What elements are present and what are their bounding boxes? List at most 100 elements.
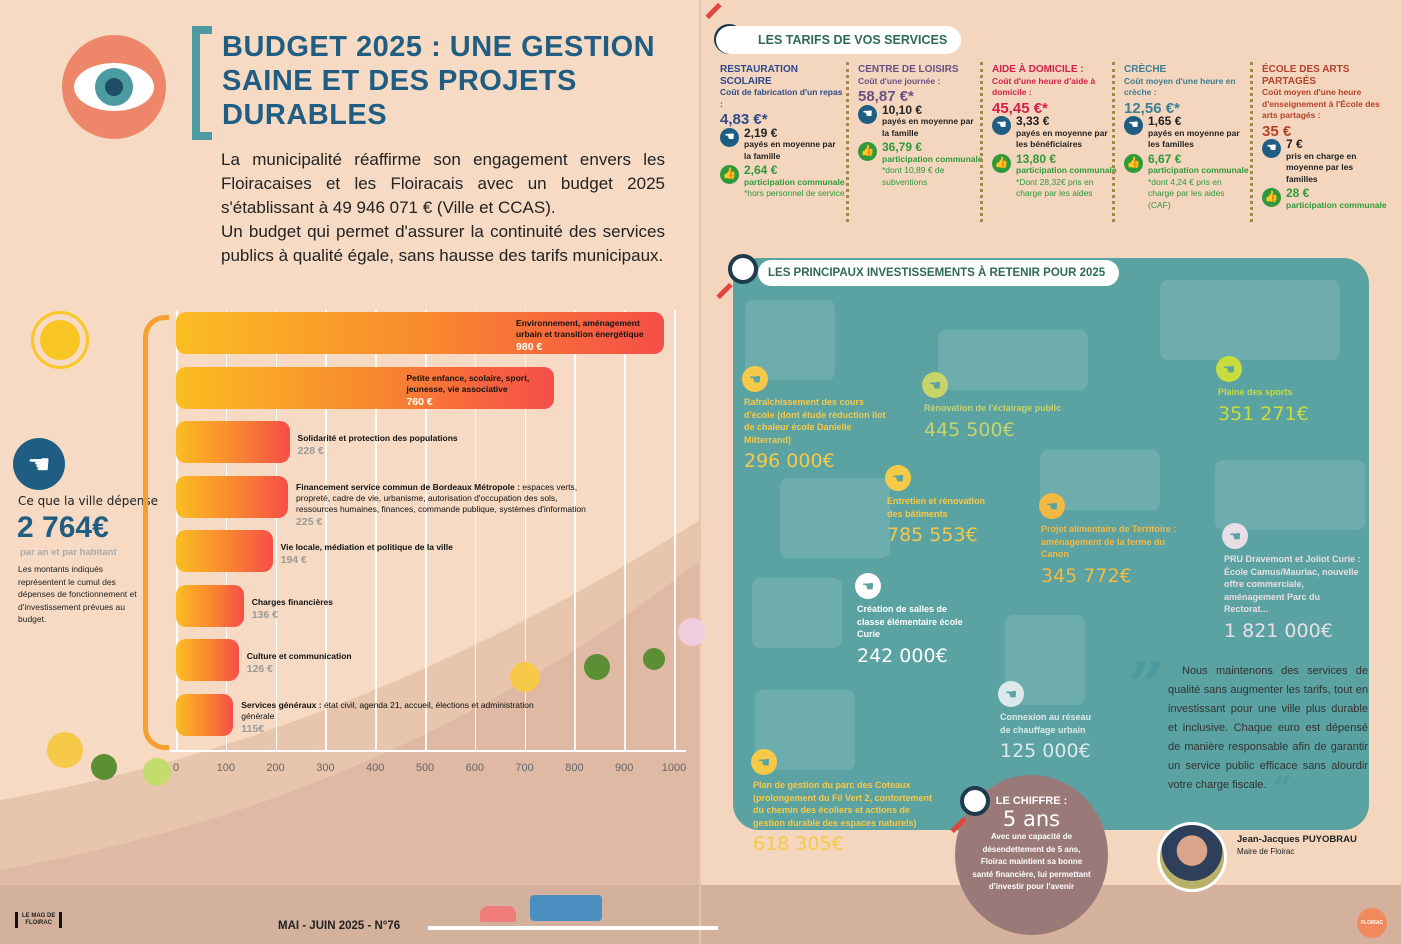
paid-amount: 7 € (1286, 137, 1303, 151)
magazine-logo: LE MAG DE FLOIRAC (15, 912, 63, 928)
tarif-column: RESTAURATION SCOLAIRE Coût de fabricatio… (720, 64, 845, 200)
x-tick-label: 900 (615, 762, 634, 774)
hand-icon: ☚ (751, 749, 777, 775)
spend-label: Ce que la ville dépense (18, 494, 159, 508)
eye-icon (62, 35, 166, 139)
column-divider (980, 62, 983, 222)
mayor-quote: Nous maintenons des services de qualité … (1168, 662, 1368, 806)
grid-line (574, 310, 576, 750)
hand-icon: ☚ (922, 372, 948, 398)
tarif-price: 12,56 €* (1124, 99, 1180, 117)
bar (176, 312, 665, 354)
paid-text: payés en moyenne par les bénéficiaires (1016, 127, 1108, 150)
paid-text: payés en moyenne par la famille (882, 116, 974, 138)
spend-note: Les montants indiqués représentent le cu… (18, 564, 137, 624)
bar (176, 584, 244, 627)
bar-value: 194 € (280, 554, 307, 566)
tarif-subtitle: Coût d'une heure d'aide à domicile : (992, 75, 1096, 98)
investment-item: Plaine des sports 351 271€ (1218, 386, 1348, 425)
grid-line (524, 310, 527, 750)
investment-amount: 785 553€ (887, 524, 978, 546)
investment-item: Rénovation de l'éclairage public 445 500€ (924, 402, 1074, 441)
investment-illustration (780, 478, 890, 558)
tarif-note: *dont 10,89 € de subventions (882, 165, 945, 187)
tarif-title: RESTAURATION SCOLAIRE (720, 64, 798, 87)
bar-title: Charges financières (251, 596, 333, 607)
x-tick-label: 1000 (661, 762, 687, 774)
investment-label: PRU Dravemont et Joliot Curie : École Ca… (1224, 554, 1361, 614)
tarif-column: ÉCOLE DES ARTS PARTAGÉS Coût moyen d'une… (1262, 64, 1387, 211)
mayor-quote-text: Nous maintenons des services de qualité … (1168, 665, 1368, 791)
bar-detail: espaces verts, propreté, cadre de vie, u… (296, 481, 586, 514)
x-tick-label: 400 (366, 762, 385, 774)
bar-title: Vie locale, médiation et politique de la… (280, 542, 453, 552)
investment-label: Création de salles de classe élémentaire… (857, 604, 963, 639)
bar-label: Petite enfance, scolaire, sport, jeuness… (406, 373, 546, 408)
thumbs-up-icon: 👍 (992, 153, 1011, 173)
investment-item: PRU Dravemont et Joliot Curie : École Ca… (1224, 553, 1364, 642)
title-bracket (192, 26, 212, 140)
paid-text: payés en moyenne par les familles (1148, 127, 1240, 150)
investments-title: LES PRINCIPAUX INVESTISSEMENTS À RETENIR… (758, 260, 1120, 286)
tree-icon (584, 654, 610, 680)
bar-label: Vie locale, médiation et politique de la… (281, 542, 541, 566)
hand-icon: ☚ (1262, 139, 1281, 158)
hand-icon: ☚ (1124, 116, 1143, 135)
column-divider (846, 62, 849, 222)
hill-background (0, 520, 700, 944)
investment-illustration (752, 578, 842, 648)
tarif-price: 4,83 €* (720, 111, 768, 128)
mayor-role: Maire de Floirac (1237, 847, 1295, 856)
bar (176, 366, 555, 409)
bar-label: Culture et communication 126 € (247, 651, 507, 675)
commune-amount: 13,80 € (1016, 151, 1057, 166)
hand-icon: ☚ (720, 127, 739, 147)
bar-label: Solidarité et protection des populations… (298, 433, 558, 457)
thumbs-up-icon: 👍 (858, 142, 877, 161)
bar-value: 136 € (251, 608, 278, 621)
investment-amount: 345 772€ (1041, 564, 1132, 587)
key-figure-circle: LE CHIFFRE : 5 ans Avec une capacité de … (955, 775, 1108, 935)
hand-icon: ☚ (855, 573, 881, 599)
tarif-note: *Dont 28,32€ pris en charge par les aide… (1016, 176, 1094, 199)
bar-value: 980 € (516, 341, 543, 353)
key-figure-title: LE CHIFFRE : (995, 795, 1068, 807)
paid-amount: 1,65 € (1148, 114, 1182, 128)
investment-amount: 242 000€ (857, 644, 948, 667)
investment-illustration (1160, 280, 1340, 360)
tree-icon (643, 648, 665, 670)
x-axis (170, 750, 686, 752)
grid-line (425, 310, 427, 750)
hand-icon: ☚ (992, 116, 1011, 135)
tarif-subtitle: Coût d'une journée : (858, 75, 941, 86)
tree-icon (678, 618, 706, 646)
bar-title: Environnement, aménagement urbain et tra… (516, 318, 644, 339)
bar-label: Environnement, aménagement urbain et tra… (516, 318, 656, 353)
commune-amount: 28 € (1286, 186, 1310, 200)
hand-icon: ☚ (1216, 356, 1242, 382)
tarif-column: CRÈCHE Coût moyen d'une heure en crèche … (1124, 64, 1249, 211)
thumbs-up-icon: 👍 (1124, 153, 1143, 173)
magnifier-icon (728, 254, 758, 284)
column-divider (1112, 62, 1115, 222)
page-title: BUDGET 2025 : UNE GESTION SAINE ET DES PR… (222, 31, 656, 131)
paid-amount: 10,10 € (882, 102, 923, 117)
tarif-subtitle: Coût moyen d'une heure d'enseignement à … (1262, 87, 1380, 120)
investment-illustration (938, 330, 1088, 390)
tarifs-title: LES TARIFS DE VOS SERVICES (716, 26, 962, 54)
investments-panel (733, 258, 1369, 830)
tarif-title: ÉCOLE DES ARTS PARTAGÉS (1262, 64, 1350, 87)
bar-label: Financement service commun de Bordeaux M… (296, 482, 596, 528)
bar-title: Culture et communication (246, 651, 352, 661)
bar-title: Solidarité et protection des populations (297, 433, 458, 443)
intro-text: La municipalité réaffirme son engagement… (221, 150, 665, 265)
bar-title: Services généraux : (241, 699, 322, 710)
bar-label: Charges financières 136 € (252, 597, 512, 621)
bus-icon (530, 895, 602, 921)
column-divider (1250, 62, 1253, 222)
bar-detail: état civil, agenda 21, accueil, élection… (241, 699, 534, 721)
grid-line (176, 310, 178, 750)
investment-amount: 1 821 000€ (1224, 619, 1333, 642)
key-figure-value: 5 ans (1002, 807, 1061, 831)
tarif-price: 58,87 €* (858, 88, 914, 105)
